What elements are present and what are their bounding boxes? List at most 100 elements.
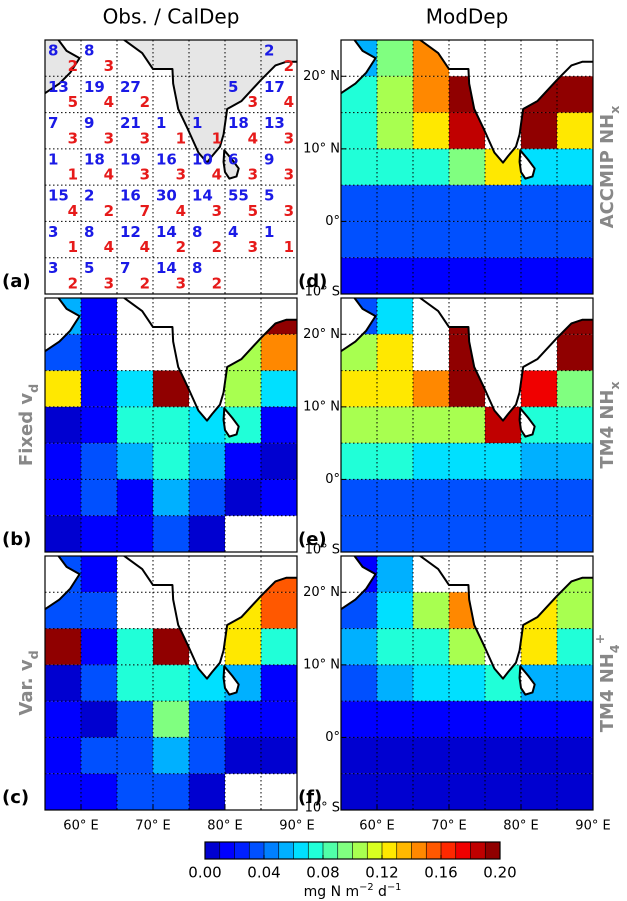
count-label: 3 [104,129,114,147]
colorbar-segment [382,842,398,859]
panel-border [340,555,594,811]
cell [153,515,189,552]
count-label: 13 [264,114,285,132]
cell [449,515,485,552]
cell [521,701,557,738]
cell [45,773,81,810]
cell [153,443,189,480]
cell [81,479,117,516]
cell [341,148,377,186]
land [45,298,81,353]
colorbar-tick-label: 0.16 [424,864,457,882]
count-label: 2 [212,275,222,293]
panel-border [44,39,298,295]
cell [557,406,593,444]
panel-label: (a) [2,271,31,292]
cell [377,592,413,629]
count-label: 5 [228,78,238,96]
count-label: 3 [284,202,294,220]
label-part: + [592,634,607,645]
land [419,298,593,422]
count-label: 3 [212,202,222,220]
cell [377,257,413,294]
land [419,556,593,680]
colorbar-segment [249,842,265,859]
cell [377,737,413,774]
cell [449,773,485,810]
cell [45,515,81,552]
land [419,40,593,164]
cell [557,628,593,665]
column-title: Obs. / CalDep [103,5,240,29]
cell [485,185,521,222]
panel-border [340,39,594,295]
label-part: TM4 NH [597,390,618,469]
cell [225,443,261,480]
cell [449,185,485,222]
cell [261,592,297,629]
cell [117,737,153,774]
cell [189,479,225,516]
cell [485,773,521,810]
side-label: ACCMIP NHx [597,106,622,229]
cell [449,737,485,774]
cell [413,406,449,444]
cell [521,185,557,222]
cell [377,556,413,593]
cell [557,592,593,629]
cell [557,257,593,294]
label-part: ACCMIP NH [597,114,618,229]
side-label: TM4 NHx [597,381,622,468]
cell [377,370,413,407]
cell [377,148,413,186]
colorbar-segment [234,842,250,859]
cell [341,479,377,516]
panel-label: (e) [298,529,327,550]
cell [81,628,117,665]
cell [261,479,297,516]
cell [413,592,449,629]
count-label: 2 [176,238,186,256]
land [123,556,297,680]
cell [485,701,521,738]
colorbar-segment [352,842,368,859]
cell [81,701,117,738]
cell [81,592,117,629]
cell [485,479,521,516]
label-part: Fixed v [16,393,37,466]
colorbar-tick-label: 0.08 [306,864,339,882]
cell [81,443,117,480]
cell [117,443,153,480]
cell [413,515,449,552]
map-panel: (e) TM4 NHx 20° N 10° N 0° 10° S [298,297,622,558]
land [123,298,297,422]
count-label: 3 [68,129,78,147]
cell [117,515,153,552]
cell [557,221,593,258]
land [518,407,536,438]
cell [521,221,557,258]
y-tick-label: 10° N [303,657,340,672]
x-tick-label: 80° E [207,819,242,834]
count-label: 18 [84,150,105,168]
colorbar-tick-label: 0.20 [483,864,516,882]
cell [225,737,261,774]
count-label: 55 [228,187,249,205]
cell [557,737,593,774]
side-label: Fixed vd [16,384,41,466]
cell [261,701,297,738]
cell [449,443,485,480]
panel-content: 8283221351942725317473932131111184133111… [45,40,297,294]
count-label: 8 [48,42,58,60]
land [222,407,240,438]
cell [557,701,593,738]
cell [45,443,81,480]
cell [413,221,449,258]
count-label: 3 [248,166,258,184]
count-label: 7 [140,202,150,220]
cell [485,443,521,480]
cell [341,737,377,774]
label-part: Var. v [16,659,37,716]
count-label: 5 [264,187,274,205]
cell [341,701,377,738]
